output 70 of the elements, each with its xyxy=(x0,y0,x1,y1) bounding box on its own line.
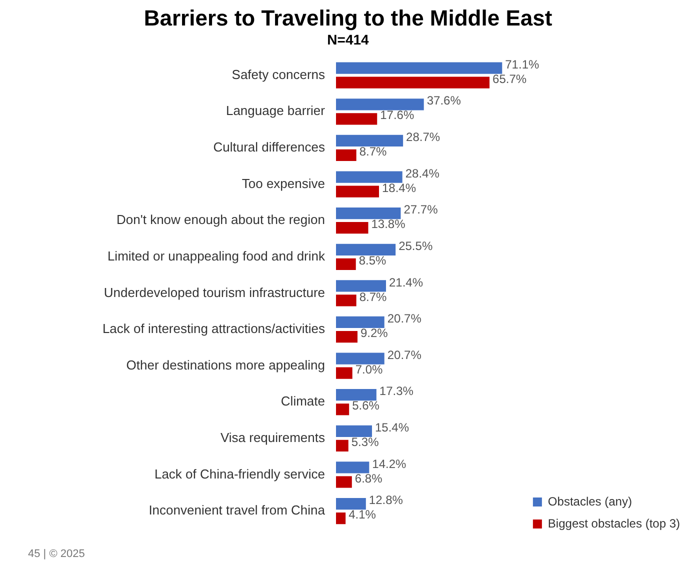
data-label: 8.5% xyxy=(358,253,387,268)
bar xyxy=(336,330,358,343)
bar xyxy=(336,134,404,147)
bar xyxy=(336,62,502,74)
data-label: 71.1% xyxy=(505,57,540,72)
bar xyxy=(336,404,350,416)
chart-title: Barriers to Traveling to the Middle East xyxy=(144,5,553,30)
bar xyxy=(336,294,356,306)
data-label: 8.7% xyxy=(359,290,388,304)
bar xyxy=(336,186,379,198)
data-label: 15.4% xyxy=(374,420,410,434)
bar xyxy=(336,113,378,125)
text: 45 | © 2025 xyxy=(28,548,85,560)
data-label: 37.6% xyxy=(426,94,462,108)
data-label: 4.1% xyxy=(348,508,376,522)
data-label: 12.8% xyxy=(368,493,404,508)
data-label: 25.5% xyxy=(398,238,433,253)
bar xyxy=(336,498,366,510)
y-tick-label: Cultural differences xyxy=(213,140,326,155)
bar xyxy=(336,367,352,379)
bar xyxy=(336,280,386,292)
bar xyxy=(336,244,396,256)
data-label: 20.7% xyxy=(387,348,422,362)
data-label: 5.6% xyxy=(352,398,380,413)
data-label: 13.8% xyxy=(371,217,406,232)
legend-label: Biggest obstacles (top 3) xyxy=(548,516,680,530)
data-label: 17.3% xyxy=(379,384,414,398)
y-tick-label: Safety concerns xyxy=(232,66,326,82)
bar xyxy=(336,222,368,234)
data-label: 27.7% xyxy=(404,202,438,217)
data-label: 28.4% xyxy=(405,166,440,180)
bar xyxy=(336,476,352,488)
y-tick-label: Language barrier xyxy=(226,103,326,118)
bar xyxy=(336,316,384,328)
data-label: 21.4% xyxy=(389,275,424,290)
data-label: 7.0% xyxy=(355,362,384,376)
y-tick-label: Limited or unappealing food and drink xyxy=(107,248,326,264)
data-label: 6.8% xyxy=(354,471,383,486)
data-label: 8.7% xyxy=(359,144,388,159)
data-label: 28.7% xyxy=(406,130,440,144)
bar xyxy=(336,258,356,270)
chart-subtitle: N=414 xyxy=(327,32,370,48)
data-label: 9.2% xyxy=(360,326,388,340)
y-tick-label: Lack of interesting attractions/activities xyxy=(102,321,326,336)
data-label: 65.7% xyxy=(492,72,527,86)
data-label: 18.4% xyxy=(382,180,416,195)
y-tick-label: Climate xyxy=(280,394,325,409)
y-tick-label: Too expensive xyxy=(242,176,325,191)
data-label: 17.6% xyxy=(380,108,414,122)
bar xyxy=(336,352,384,364)
y-tick-label: Inconvenient travel from China xyxy=(148,502,326,518)
data-label: 14.2% xyxy=(372,456,407,471)
bar xyxy=(336,171,402,183)
y-tick-label: Lack of China-friendly service xyxy=(154,466,325,482)
y-tick-label: Don't know enough about the region xyxy=(116,212,325,228)
bar xyxy=(336,389,376,401)
legend-label: Obstacles (any) xyxy=(548,494,632,508)
bar xyxy=(336,512,346,524)
bar xyxy=(336,149,356,162)
y-tick-label: Underdeveloped tourism infrastructure xyxy=(104,284,325,300)
y-tick-label: Visa requirements xyxy=(220,430,326,446)
y-tick-label: Other destinations more appealing xyxy=(126,357,325,372)
bar xyxy=(336,440,348,452)
bar xyxy=(336,208,401,220)
bar xyxy=(336,425,372,437)
bar xyxy=(336,98,424,110)
bar xyxy=(336,76,490,88)
data-label: 5.3% xyxy=(351,435,380,450)
data-label: 20.7% xyxy=(387,312,422,326)
bar xyxy=(336,462,370,474)
